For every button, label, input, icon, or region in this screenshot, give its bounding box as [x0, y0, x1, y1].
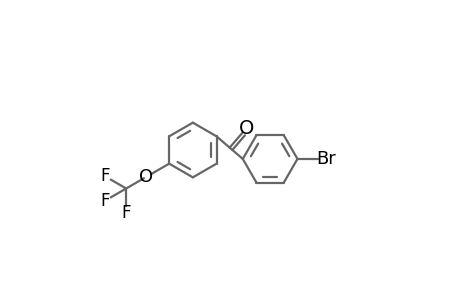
Text: F: F	[100, 192, 110, 210]
Text: O: O	[238, 118, 254, 137]
Text: F: F	[121, 204, 131, 222]
Text: O: O	[139, 168, 153, 186]
Text: F: F	[100, 167, 110, 185]
Text: Br: Br	[316, 150, 336, 168]
